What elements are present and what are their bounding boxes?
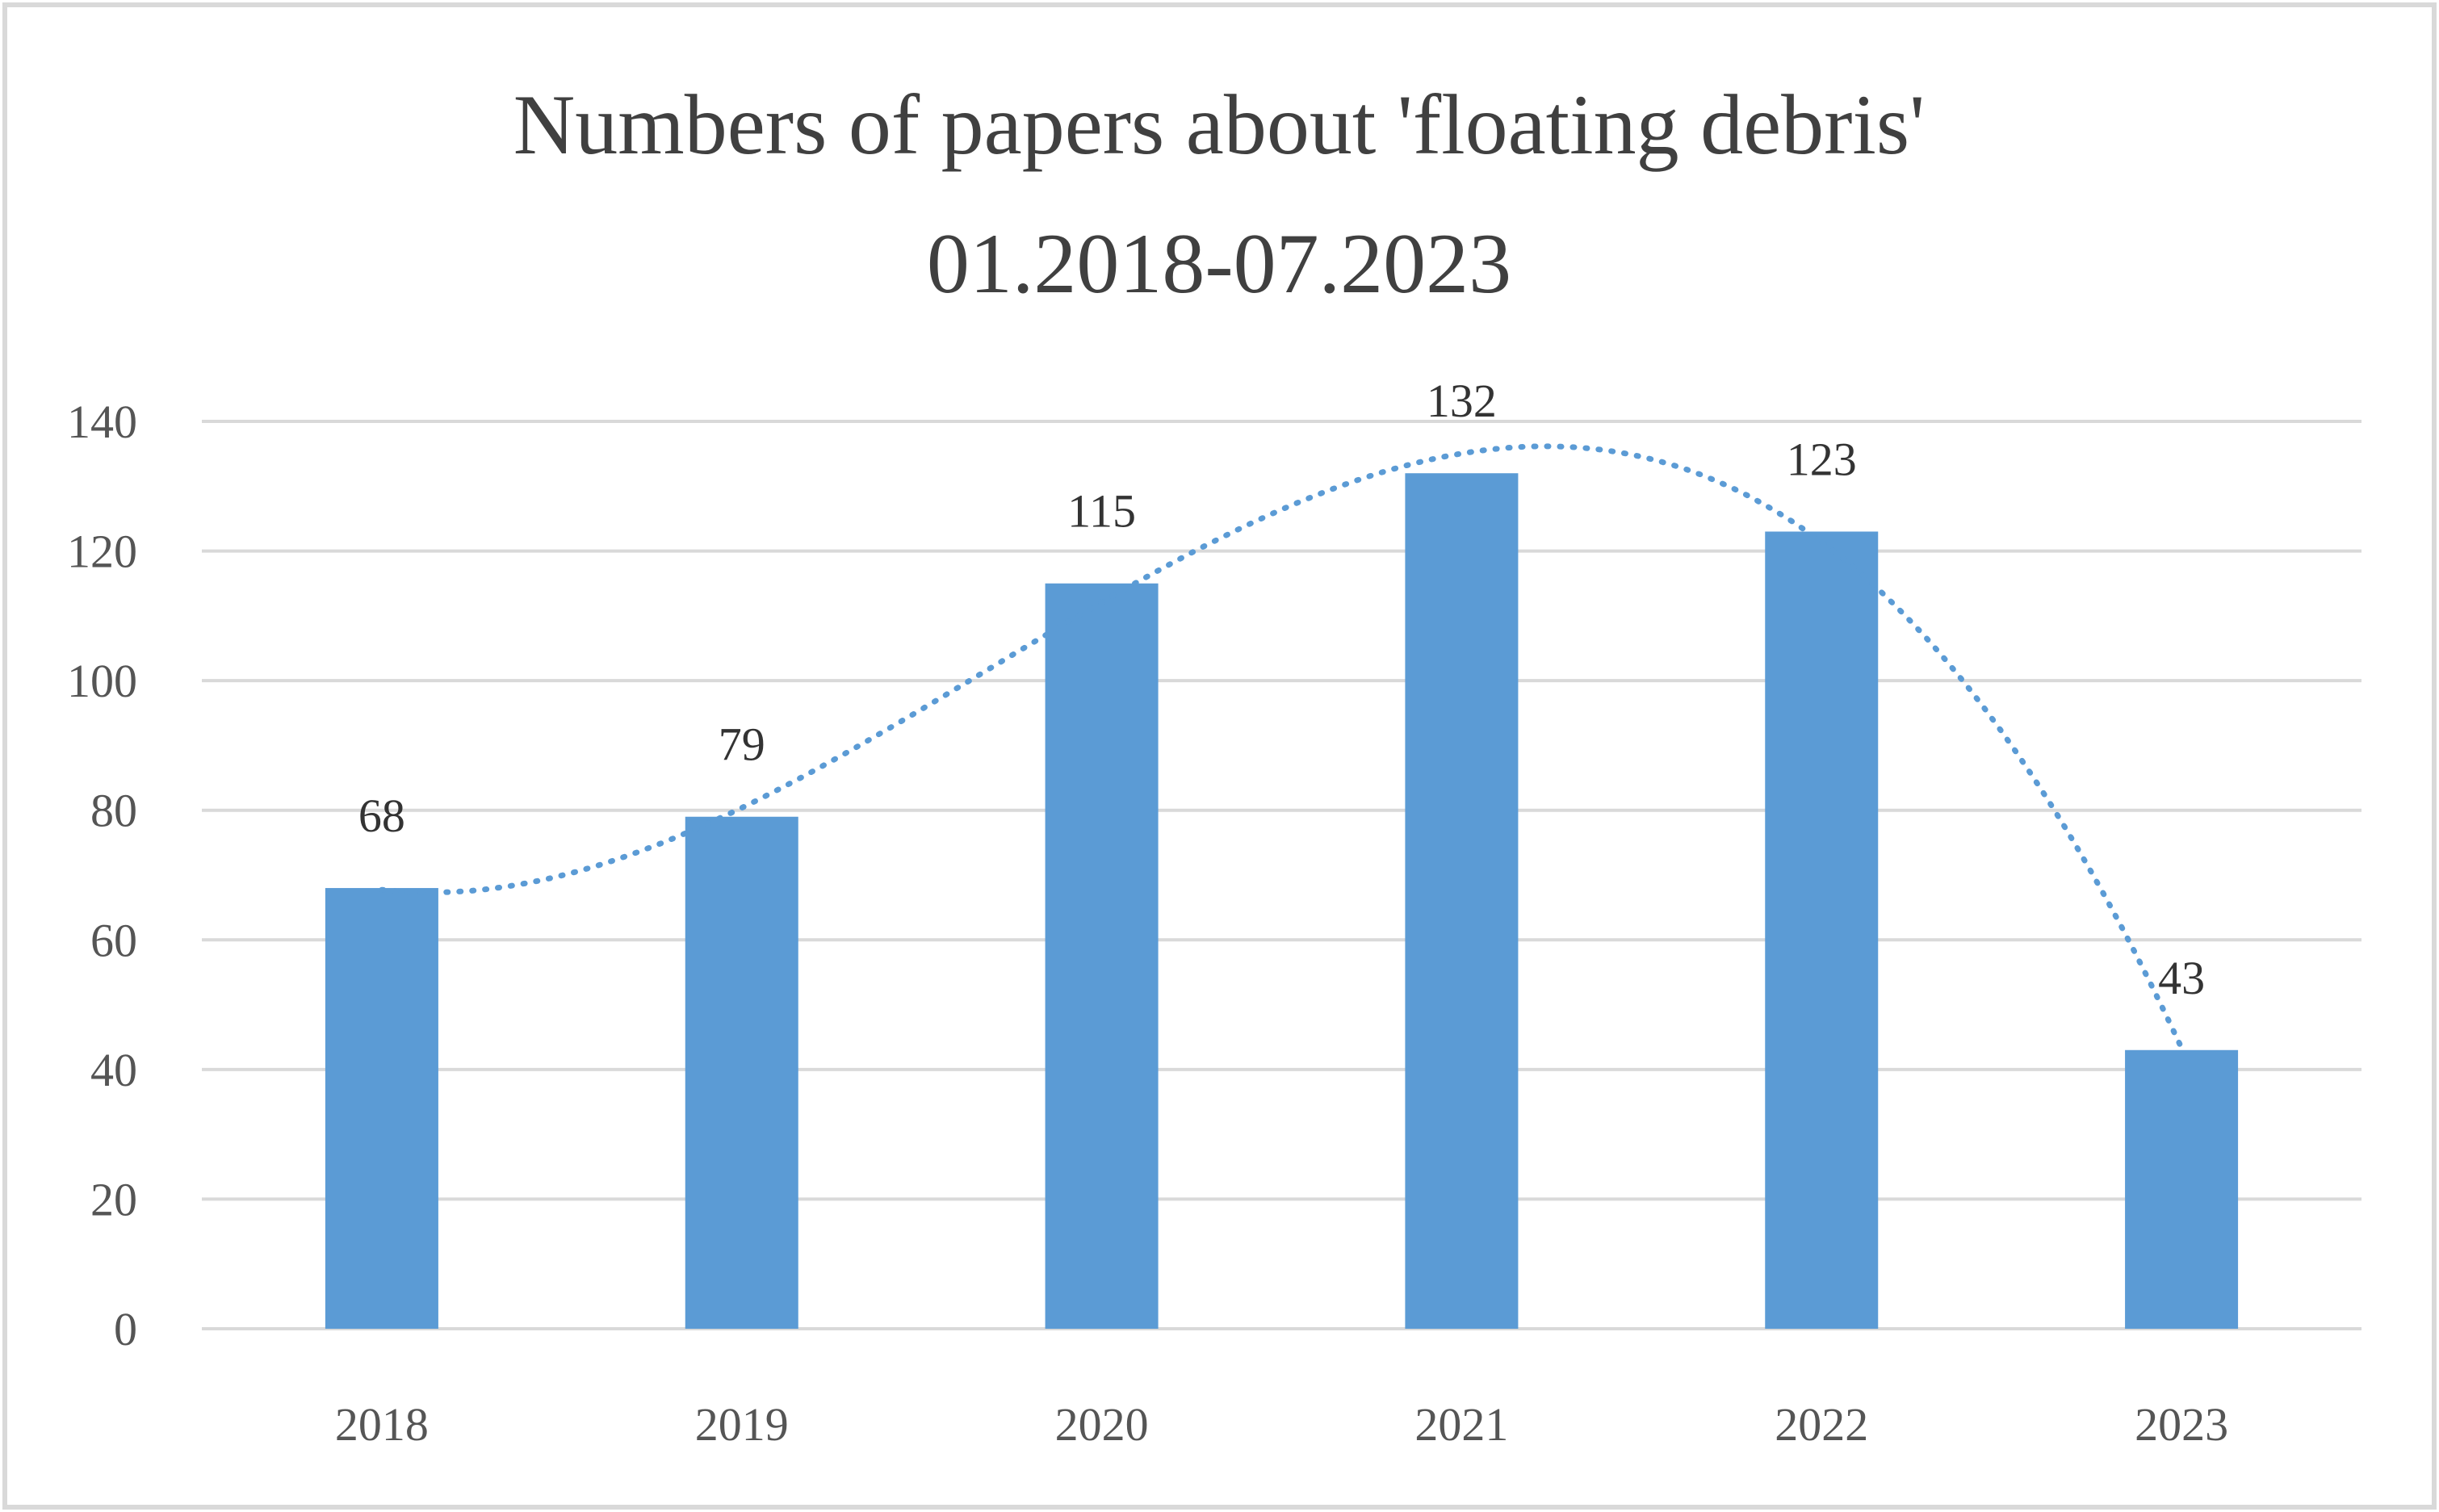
data-label: 68 [358, 790, 405, 842]
y-tick-label: 60 [90, 914, 137, 966]
y-tick-label: 120 [67, 526, 137, 578]
bar-2021 [1405, 473, 1519, 1330]
x-axis-tick-labels: 2018 2019 2020 2021 2022 2023 [335, 1398, 2228, 1451]
chart-subtitle: 01.2018-07.2023 [927, 216, 1511, 311]
data-label: 115 [1067, 485, 1136, 538]
y-tick-label: 20 [90, 1173, 137, 1225]
bar-2022 [1765, 531, 1879, 1329]
y-tick-label: 40 [90, 1044, 137, 1096]
gridlines [202, 420, 2361, 1330]
data-label: 132 [1427, 375, 1497, 427]
bar-2020 [1045, 583, 1159, 1329]
chart-title: Numbers of papers about 'floating debris… [513, 77, 1925, 172]
x-tick-label: 2021 [1414, 1398, 1508, 1451]
data-label: 79 [719, 718, 765, 771]
trendline [379, 443, 2185, 1051]
x-tick-label: 2020 [1055, 1398, 1149, 1451]
y-tick-label: 0 [114, 1303, 137, 1355]
y-tick-label: 140 [67, 396, 137, 448]
y-tick-label: 80 [90, 785, 137, 837]
data-label: 43 [2158, 952, 2205, 1004]
y-tick-label: 100 [67, 655, 137, 707]
data-label: 123 [1787, 433, 1857, 485]
y-axis-tick-labels: 0 20 40 60 80 100 120 140 [67, 396, 137, 1355]
trendline-group [379, 443, 2185, 1051]
x-tick-label: 2019 [695, 1398, 789, 1451]
x-tick-label: 2023 [2135, 1398, 2228, 1451]
bar-2019 [685, 816, 798, 1329]
x-tick-label: 2022 [1775, 1398, 1868, 1451]
data-labels: 68 79 115 132 123 43 [358, 375, 2205, 1004]
bars [325, 473, 2239, 1330]
bar-2018 [325, 888, 438, 1329]
x-tick-label: 2018 [335, 1398, 429, 1451]
bar-2023 [2125, 1049, 2239, 1329]
